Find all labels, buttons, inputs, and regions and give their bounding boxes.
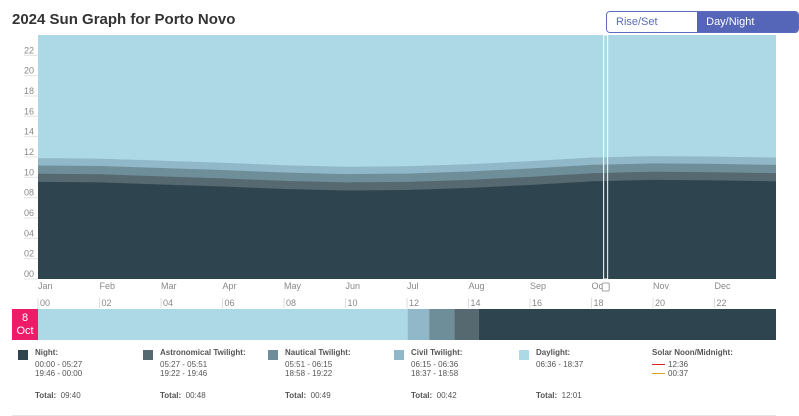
legend-total-label: Total: bbox=[411, 391, 433, 400]
legend-text: Civil Twilight: 06:15 - 06:36 18:37 - 18… bbox=[411, 348, 521, 378]
day-bar-astronomical-twilight bbox=[454, 309, 479, 340]
hour-tick-label: 08 bbox=[286, 298, 296, 308]
hour-tick-label: 04 bbox=[163, 298, 173, 308]
solar-noon-value: 12:36 bbox=[668, 360, 689, 369]
y-tick-label: 18 bbox=[24, 86, 34, 96]
selected-day: 8 bbox=[21, 312, 29, 324]
area-night bbox=[38, 179, 776, 279]
legend-solar: Solar Noon/Midnight: 12:36 00:37 bbox=[652, 348, 733, 378]
day-bar-night bbox=[478, 309, 776, 340]
legend-swatch-icon bbox=[143, 350, 153, 360]
legend-range-1: 00:00 - 05:27 bbox=[35, 360, 83, 369]
day-bar-civil-twilight bbox=[407, 309, 430, 340]
legend-text: Astronomical Twilight: 05:27 - 05:51 19:… bbox=[160, 348, 270, 378]
y-tick-label: 10 bbox=[24, 167, 34, 177]
legend-text: Nautical Twilight: 05:51 - 06:15 18:58 -… bbox=[285, 348, 395, 378]
legend-label: Daylight: bbox=[536, 348, 571, 357]
x-tick-label: Jan bbox=[38, 281, 53, 291]
view-toggle: Rise/Set Times Day/Night Length bbox=[606, 11, 799, 33]
legend-range-2: 19:22 - 19:46 bbox=[160, 369, 208, 378]
legend-total: 00:49 bbox=[310, 391, 331, 400]
x-tick-label: Jun bbox=[346, 281, 361, 291]
legend-range-2: 18:37 - 18:58 bbox=[411, 369, 459, 378]
legend-text: Daylight: 06:36 - 18:37 bbox=[536, 348, 646, 369]
x-tick-label: Sep bbox=[530, 281, 546, 291]
legend-label: Nautical Twilight: bbox=[285, 348, 351, 357]
x-tick-label: Dec bbox=[715, 281, 732, 291]
selected-month: Oct bbox=[16, 325, 34, 337]
legend-total: 09:40 bbox=[60, 391, 81, 400]
x-tick-label: Mar bbox=[161, 281, 177, 291]
y-tick-label: 16 bbox=[24, 106, 34, 116]
y-tick-label: 04 bbox=[24, 228, 34, 238]
hour-tick-label: 18 bbox=[594, 298, 604, 308]
day-bar-daylight bbox=[38, 309, 408, 340]
x-tick-label: Oct bbox=[592, 281, 607, 291]
legend-solar-label: Solar Noon/Midnight: bbox=[652, 348, 733, 357]
x-tick-label: Nov bbox=[653, 281, 670, 291]
page-title: 2024 Sun Graph for Porto Novo bbox=[12, 11, 236, 28]
legend-range-1: 06:15 - 06:36 bbox=[411, 360, 459, 369]
legend-total: 00:42 bbox=[436, 391, 457, 400]
y-tick-label: 12 bbox=[24, 147, 34, 157]
y-tick-label: 06 bbox=[24, 208, 34, 218]
rise-set-times-button[interactable]: Rise/Set Times bbox=[607, 12, 698, 32]
x-tick-label: Aug bbox=[469, 281, 485, 291]
lock-icon bbox=[601, 282, 610, 292]
legend-label: Civil Twilight: bbox=[411, 348, 463, 357]
y-tick-label: 02 bbox=[24, 249, 34, 259]
y-tick-label: 08 bbox=[24, 188, 34, 198]
y-tick-label: 00 bbox=[24, 269, 34, 279]
day-night-length-button[interactable]: Day/Night Length bbox=[697, 12, 798, 32]
day-bar-nautical-twilight bbox=[429, 309, 455, 340]
hour-tick-label: 00 bbox=[40, 298, 50, 308]
hour-tick-label: 02 bbox=[102, 298, 112, 308]
legend-swatch-icon bbox=[519, 350, 529, 360]
y-tick-label: 14 bbox=[24, 127, 34, 137]
legend-total-label: Total: bbox=[536, 391, 558, 400]
y-tick-label: 22 bbox=[24, 45, 34, 55]
x-tick-label: May bbox=[284, 281, 302, 291]
hour-tick-label: 12 bbox=[409, 298, 419, 308]
legend-swatch-icon bbox=[18, 350, 28, 360]
legend-label: Astronomical Twilight: bbox=[160, 348, 246, 357]
hour-tick-label: 22 bbox=[717, 298, 727, 308]
legend-total-label: Total: bbox=[160, 391, 182, 400]
legend-range-1: 05:51 - 06:15 bbox=[285, 360, 333, 369]
selected-date-marker bbox=[603, 34, 609, 280]
legend-range-2: 18:58 - 19:22 bbox=[285, 369, 333, 378]
legend-total: 12:01 bbox=[561, 391, 582, 400]
x-tick-label: Feb bbox=[100, 281, 116, 291]
noon-line-icon bbox=[652, 364, 665, 366]
hour-tick-label: 16 bbox=[532, 298, 542, 308]
x-tick-label: Apr bbox=[223, 281, 237, 291]
legend-text: Night: 00:00 - 05:27 19:46 - 00:00 bbox=[35, 348, 145, 378]
legend-total: 00:48 bbox=[185, 391, 206, 400]
hour-tick-label: 20 bbox=[655, 298, 665, 308]
legend-total-label: Total: bbox=[285, 391, 307, 400]
legend-swatch-icon bbox=[268, 350, 278, 360]
hour-tick-label: 10 bbox=[348, 298, 358, 308]
hour-tick-label: 14 bbox=[471, 298, 481, 308]
selected-date-badge: 8 Oct bbox=[12, 309, 38, 340]
legend-range-1: 05:27 - 05:51 bbox=[160, 360, 208, 369]
x-tick-label: Jul bbox=[407, 281, 419, 291]
legend-range-1: 06:36 - 18:37 bbox=[536, 360, 584, 369]
legend-swatch-icon bbox=[394, 350, 404, 360]
hour-tick-label: 06 bbox=[225, 298, 235, 308]
midnight-line-icon bbox=[652, 373, 665, 375]
legend-range-2: 19:46 - 00:00 bbox=[35, 369, 83, 378]
solar-midnight-value: 00:37 bbox=[668, 369, 689, 378]
y-tick-label: 20 bbox=[24, 66, 34, 76]
legend-total-label: Total: bbox=[35, 391, 57, 400]
legend-label: Night: bbox=[35, 348, 59, 357]
